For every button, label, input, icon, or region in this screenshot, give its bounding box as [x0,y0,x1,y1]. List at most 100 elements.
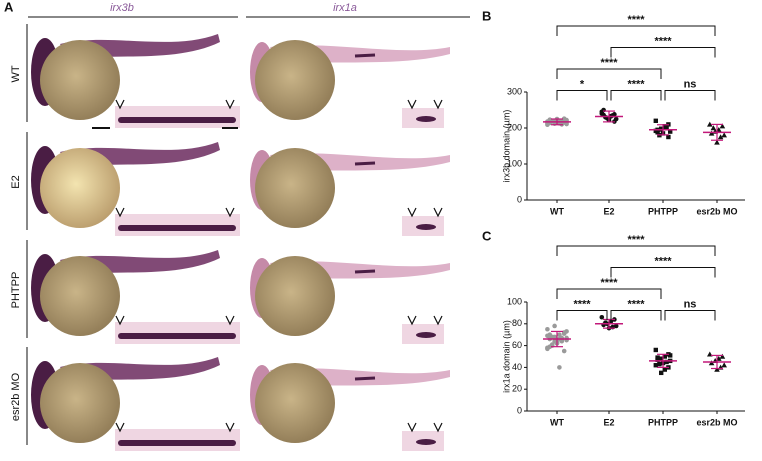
row-label: E2 [10,175,22,188]
yolk [255,256,335,336]
x-tick-label: WT [550,206,564,216]
data-point [608,319,614,324]
significance-label: **** [627,298,645,310]
x-tick-label: PHTPP [648,417,678,427]
data-point [545,333,550,339]
significance-label: **** [627,14,645,26]
arrowhead [115,99,125,110]
data-point [668,353,673,358]
significance-bracket [610,47,716,58]
data-point [721,362,727,368]
data-point [545,326,550,332]
y-tick-label: 80 [512,318,522,328]
significance-label: ns [684,78,697,90]
stripe [354,161,376,166]
data-point [707,121,713,127]
y-tick-label: 60 [512,340,522,350]
inset-band [118,333,236,339]
arrowhead [433,315,443,326]
data-point [719,123,726,129]
data-point [653,363,658,368]
significance-label: **** [600,57,618,69]
arrowhead [433,207,443,218]
data-point [662,354,667,359]
data-point [653,118,658,123]
significance-label: **** [627,78,645,90]
arrowhead [225,207,235,218]
significance-bracket [664,310,716,321]
y-tick-label: 100 [507,296,522,306]
data-point [708,360,715,366]
y-axis-label: irx3b domain (µm) [501,110,511,183]
column-header: irx3b [110,2,134,14]
data-point [657,361,662,367]
x-tick-label: PHTPP [648,206,678,216]
yolk [255,148,335,228]
embryo-photos: WT E2 PHTPP esr2b MO [10,24,450,451]
stripe [354,269,376,274]
y-tick-label: 200 [507,122,522,132]
data-point [714,366,720,372]
data-point [664,359,669,365]
significance-label: **** [627,234,645,246]
significance-bracket [610,310,662,321]
y-tick-label: 0 [517,194,522,204]
yolk [255,40,335,120]
panel-label: B [482,8,491,23]
column-header: irx1a [333,2,357,14]
significance-bracket [556,90,608,101]
y-tick-label: 20 [512,384,522,394]
y-axis-label: irx1a domain (µm) [501,320,511,393]
significance-bracket [610,267,716,278]
data-point [564,121,569,127]
data-point [708,130,715,136]
data-point [655,130,660,135]
arrowhead [115,207,125,218]
y-tick-label: 300 [507,86,522,96]
inset-band [416,116,436,122]
data-point [549,334,555,340]
significance-label: **** [600,277,618,289]
data-point [564,329,569,334]
significance-bracket [556,288,662,299]
inset-band [118,225,236,231]
data-point [545,346,550,352]
data-point [714,139,720,145]
data-point [599,314,605,320]
significance-label: **** [573,298,591,310]
x-tick-label: E2 [603,206,614,216]
significance-bracket [556,245,716,256]
significance-bracket [610,90,662,101]
yolk [40,148,120,228]
row-label: WT [10,65,22,82]
significance-label: **** [654,255,672,267]
x-tick-label: esr2b MO [696,206,737,216]
significance-label: ns [684,298,697,310]
data-point [557,365,562,370]
yolk [40,40,120,120]
arrowhead [225,422,235,433]
x-tick-label: esr2b MO [696,417,737,427]
yolk [255,363,335,443]
x-tick-label: E2 [603,417,614,427]
inset-band [416,439,436,445]
yolk [40,363,120,443]
data-point [717,134,724,140]
significance-bracket [556,25,716,36]
y-tick-label: 100 [507,158,522,168]
significance-bracket [556,310,608,321]
data-point [662,367,667,372]
data-point [719,353,726,359]
data-point [666,134,671,140]
data-point [561,348,567,354]
row-label: PHTPP [10,272,22,309]
arrowhead [115,315,125,326]
x-tick-label: WT [550,417,564,427]
arrowhead [433,99,443,110]
arrowhead [433,422,443,433]
data-point [653,347,658,353]
arrowhead [407,207,417,218]
arrowhead [407,315,417,326]
panel-label: A [4,0,14,14]
